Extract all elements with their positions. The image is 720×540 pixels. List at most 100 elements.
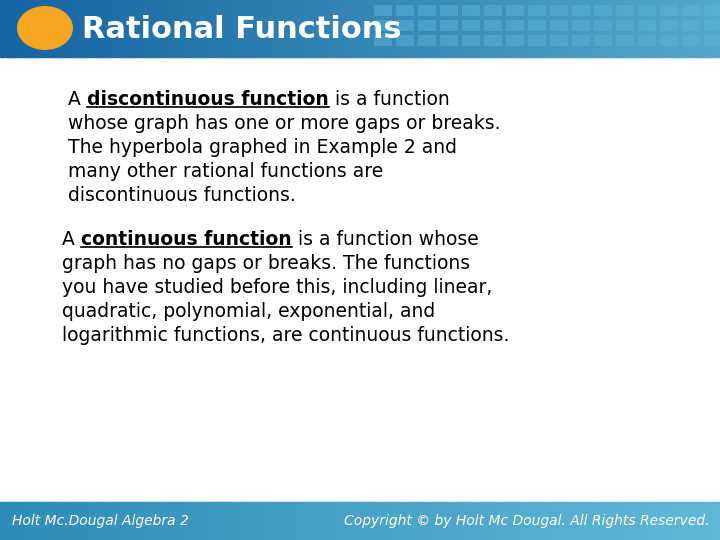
Bar — [461, 502, 464, 540]
Bar — [343, 502, 346, 540]
Bar — [590, 502, 593, 540]
Bar — [151, 0, 154, 57]
Bar — [545, 0, 548, 57]
Bar — [679, 502, 682, 540]
Bar — [492, 0, 495, 57]
Bar — [581, 502, 584, 540]
Bar — [319, 502, 322, 540]
Bar — [38, 502, 41, 540]
Bar — [626, 0, 629, 57]
Bar — [276, 0, 279, 57]
Bar — [477, 0, 480, 57]
Bar — [269, 0, 271, 57]
Bar — [567, 0, 570, 57]
Bar — [322, 502, 325, 540]
Bar — [315, 502, 318, 540]
Bar — [396, 5, 414, 16]
Bar — [703, 502, 706, 540]
Bar — [34, 0, 37, 57]
Bar — [410, 0, 413, 57]
Bar — [115, 0, 118, 57]
Bar — [484, 5, 502, 16]
Bar — [691, 0, 694, 57]
Bar — [192, 502, 195, 540]
Bar — [616, 5, 634, 16]
Bar — [477, 502, 480, 540]
Bar — [473, 0, 476, 57]
Bar — [70, 0, 73, 57]
Bar — [36, 0, 39, 57]
Bar — [12, 502, 15, 540]
Bar — [257, 0, 260, 57]
Bar — [511, 502, 514, 540]
Bar — [449, 502, 451, 540]
Bar — [502, 502, 505, 540]
Bar — [228, 0, 231, 57]
Bar — [264, 0, 267, 57]
Bar — [578, 502, 581, 540]
Bar — [617, 502, 620, 540]
Bar — [0, 0, 3, 57]
Bar — [497, 502, 500, 540]
Bar — [91, 0, 94, 57]
Bar — [146, 502, 149, 540]
Bar — [509, 0, 512, 57]
Bar — [290, 0, 293, 57]
Bar — [480, 502, 483, 540]
Bar — [595, 502, 598, 540]
Bar — [0, 502, 3, 540]
Bar — [408, 502, 411, 540]
Bar — [614, 0, 617, 57]
Bar — [230, 502, 233, 540]
Bar — [187, 502, 190, 540]
Bar — [324, 502, 327, 540]
Bar — [574, 502, 577, 540]
Bar — [218, 0, 221, 57]
Bar — [324, 0, 327, 57]
Bar — [17, 0, 19, 57]
Bar — [207, 502, 210, 540]
Bar — [617, 0, 620, 57]
Bar — [372, 0, 375, 57]
Bar — [252, 0, 255, 57]
Bar — [585, 502, 588, 540]
Bar — [440, 20, 458, 31]
Bar — [696, 502, 699, 540]
Bar — [391, 0, 394, 57]
Bar — [410, 502, 413, 540]
Bar — [240, 502, 243, 540]
Bar — [562, 0, 564, 57]
Text: A: A — [68, 90, 87, 109]
Bar — [245, 0, 248, 57]
Bar — [360, 502, 363, 540]
Bar — [638, 20, 656, 31]
Bar — [7, 0, 10, 57]
Bar — [528, 35, 546, 46]
Bar — [569, 0, 572, 57]
Bar — [91, 502, 94, 540]
Bar — [163, 502, 166, 540]
Bar — [247, 0, 250, 57]
Bar — [485, 502, 487, 540]
Bar — [79, 0, 82, 57]
Bar — [81, 502, 84, 540]
Bar — [168, 502, 171, 540]
Bar — [665, 0, 667, 57]
Bar — [523, 0, 526, 57]
Bar — [430, 0, 433, 57]
Text: Copyright © by Holt Mc Dougal. All Rights Reserved.: Copyright © by Holt Mc Dougal. All Right… — [344, 514, 710, 528]
Bar — [310, 502, 312, 540]
Bar — [214, 502, 217, 540]
Text: The hyperbola graphed in Example 2 and: The hyperbola graphed in Example 2 and — [68, 138, 457, 157]
Bar — [439, 502, 442, 540]
Bar — [394, 0, 397, 57]
Bar — [225, 0, 228, 57]
Bar — [204, 502, 207, 540]
Bar — [110, 502, 113, 540]
Bar — [462, 35, 480, 46]
Bar — [485, 0, 487, 57]
Bar — [557, 0, 559, 57]
Bar — [139, 502, 142, 540]
Bar — [434, 502, 437, 540]
Bar — [19, 502, 22, 540]
